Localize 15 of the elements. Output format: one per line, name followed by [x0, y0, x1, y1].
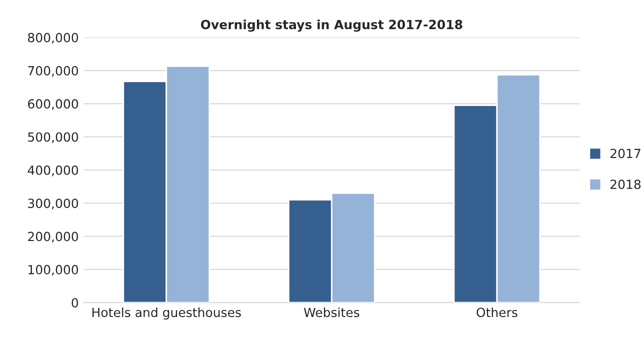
y-tick-label: 100,000 — [28, 264, 78, 276]
x-tick-label: Others — [476, 307, 518, 318]
y-tick-label: 600,000 — [28, 99, 78, 110]
y-tick-label: 400,000 — [28, 165, 78, 176]
legend-label: 2017 — [610, 148, 640, 158]
chart-title: Overnight stays in August 2017-2018 — [200, 20, 462, 32]
y-tick-label: 300,000 — [28, 198, 78, 210]
y-tick-label: 500,000 — [28, 132, 78, 144]
y-tick-label: 700,000 — [28, 66, 78, 77]
x-tick-label: Hotels and guesthouses — [92, 307, 241, 320]
y-tick-label: 200,000 — [28, 232, 78, 242]
x-tick-label: Websites — [304, 307, 360, 318]
y-tick-label: 0 — [72, 298, 78, 308]
legend-label: 2018 — [610, 180, 641, 190]
y-tick-label: 800,000 — [28, 32, 78, 44]
